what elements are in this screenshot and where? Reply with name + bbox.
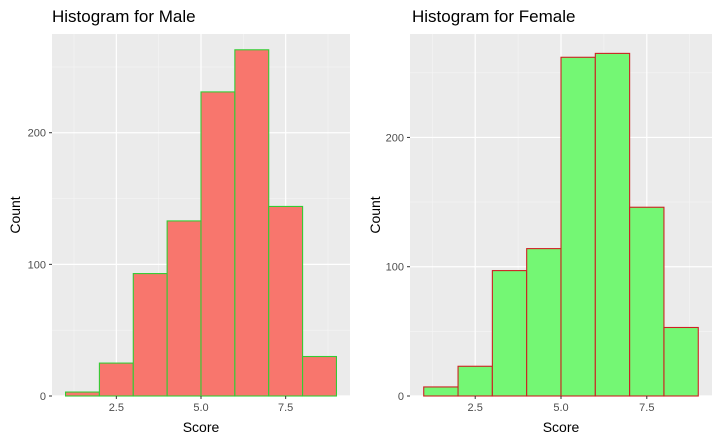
male-histogram-bar — [166, 220, 202, 397]
male-histogram-bar — [132, 273, 168, 397]
female-y-tick-label: 200 — [386, 132, 404, 144]
male-bars — [64, 49, 338, 397]
female-histogram-bar — [560, 56, 596, 397]
male-x-tick-label: 7.5 — [278, 402, 293, 414]
female-x-tick-label: 2.5 — [468, 402, 483, 414]
male-histogram-bar — [302, 355, 338, 397]
female-histogram-bar — [629, 206, 665, 397]
male-histogram-bar — [64, 391, 100, 397]
female-histogram-bar — [423, 386, 459, 397]
male-histogram: Histogram for Male 2.5 5.0 7.5 0 100 200 Sco… — [7, 7, 350, 435]
male-x-tick-label: 5.0 — [193, 402, 208, 414]
female-y-ticks: 0 100 200 — [386, 132, 410, 403]
female-histogram-bar — [526, 248, 562, 397]
female-chart-title: Histogram for Female — [412, 7, 575, 26]
male-y-tick-label: 0 — [40, 391, 46, 403]
female-x-tick-label: 5.0 — [553, 402, 568, 414]
male-histogram-bar — [268, 205, 304, 397]
male-histogram-bar — [234, 49, 270, 397]
male-y-ticks: 0 100 200 — [28, 128, 52, 403]
female-histogram-bar — [491, 270, 528, 397]
male-y-tick-label: 100 — [28, 259, 46, 271]
male-histogram-bar — [200, 91, 236, 397]
male-x-ticks: 2.5 5.0 7.5 — [109, 396, 293, 414]
female-histogram-bar — [457, 365, 493, 397]
female-y-tick-label: 100 — [386, 262, 404, 274]
female-y-axis-title: Count — [367, 196, 383, 233]
male-chart-title: Histogram for Male — [52, 7, 196, 26]
female-bars — [423, 52, 699, 397]
male-x-axis-title: Score — [183, 419, 220, 435]
female-histogram-bar — [663, 326, 699, 397]
male-histogram-bar — [98, 362, 134, 397]
female-y-tick-label: 0 — [398, 391, 404, 403]
male-x-tick-label: 2.5 — [109, 402, 124, 414]
female-histogram-bar — [594, 52, 631, 397]
female-histogram: Histogram for Female 2.5 5.0 7.5 0 100 200 S… — [367, 7, 712, 435]
male-y-tick-label: 200 — [28, 128, 46, 140]
male-y-axis-title: Count — [7, 196, 23, 233]
female-x-ticks: 2.5 5.0 7.5 — [468, 396, 654, 414]
female-x-axis-title: Score — [543, 419, 580, 435]
female-x-tick-label: 7.5 — [639, 402, 654, 414]
